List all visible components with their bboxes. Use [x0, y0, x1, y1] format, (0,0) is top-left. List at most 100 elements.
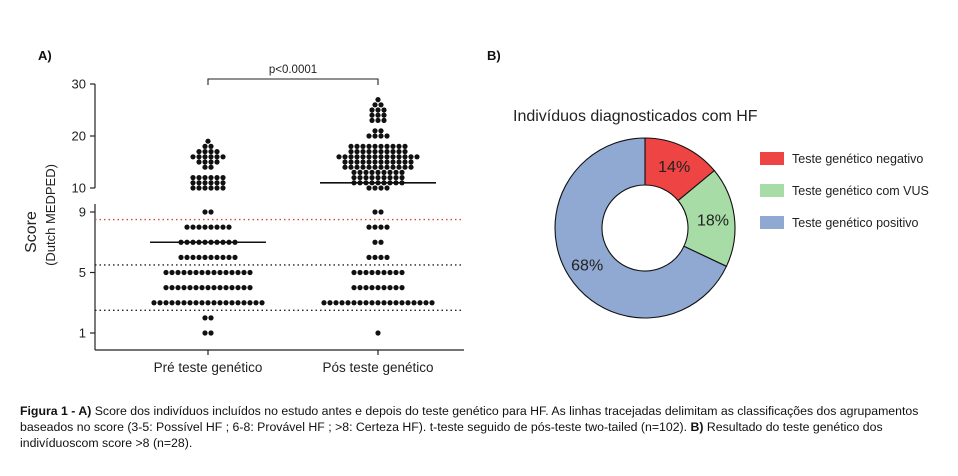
- data-point: [369, 285, 375, 291]
- data-point: [387, 300, 393, 306]
- data-point: [366, 159, 372, 165]
- data-point: [396, 149, 402, 155]
- data-point: [205, 138, 211, 144]
- data-point: [375, 107, 381, 113]
- data-point: [214, 175, 220, 181]
- data-point: [247, 300, 253, 306]
- data-point: [220, 254, 226, 260]
- data-point: [390, 159, 396, 165]
- data-point: [369, 169, 375, 175]
- y-tick-label: 9: [79, 205, 86, 220]
- data-point: [396, 164, 402, 170]
- data-point: [348, 164, 354, 170]
- data-point: [360, 164, 366, 170]
- data-point: [235, 285, 241, 291]
- data-point: [205, 269, 211, 276]
- data-point: [372, 224, 378, 230]
- data-point: [223, 269, 229, 276]
- data-point: [429, 300, 435, 306]
- data-point: [169, 269, 175, 276]
- series-group: [321, 97, 435, 336]
- data-point: [375, 300, 381, 306]
- data-point: [333, 300, 339, 306]
- data-point: [220, 185, 226, 191]
- data-point: [229, 269, 235, 276]
- data-point: [390, 143, 396, 149]
- legend-swatch: [760, 216, 784, 229]
- data-point: [366, 224, 372, 230]
- data-point: [253, 300, 259, 306]
- data-point: [175, 285, 181, 291]
- legend-swatch: [760, 152, 784, 165]
- data-point: [190, 154, 196, 160]
- data-point: [375, 175, 381, 181]
- data-point: [402, 164, 408, 170]
- data-point: [241, 269, 247, 276]
- data-point: [372, 102, 378, 108]
- data-point: [235, 300, 241, 306]
- data-point: [384, 133, 390, 139]
- data-point: [399, 285, 405, 291]
- data-point: [190, 175, 196, 181]
- data-point: [190, 185, 196, 191]
- y-tick-label: 10: [72, 181, 86, 196]
- data-point: [378, 224, 384, 230]
- data-point: [208, 164, 214, 170]
- data-point: [366, 133, 372, 139]
- data-point: [241, 300, 247, 306]
- data-point: [342, 164, 348, 170]
- data-point: [393, 169, 399, 175]
- data-point: [372, 185, 378, 191]
- data-point: [369, 107, 375, 113]
- data-point: [187, 269, 193, 276]
- donut-chart: Indivíduos diagnosticados com HF 14% Teste…: [513, 108, 929, 319]
- data-point: [336, 154, 342, 160]
- data-point: [381, 107, 387, 113]
- legend-label: Teste genético com VUS: [792, 184, 929, 198]
- data-point: [372, 164, 378, 170]
- data-point: [342, 154, 348, 160]
- data-point: [202, 180, 208, 186]
- data-point: [181, 269, 187, 276]
- data-point: [199, 300, 205, 306]
- data-point: [190, 254, 196, 260]
- data-point: [351, 300, 357, 306]
- data-point: [378, 154, 384, 160]
- data-point: [181, 285, 187, 291]
- data-point: [163, 300, 169, 306]
- y-tick-label: 5: [79, 265, 86, 280]
- data-point: [202, 149, 208, 155]
- data-point: [378, 164, 384, 170]
- data-point: [366, 149, 372, 155]
- data-point: [372, 149, 378, 155]
- data-point: [163, 285, 169, 291]
- caption-a-label: A): [78, 404, 92, 418]
- data-point: [193, 300, 199, 306]
- data-point: [417, 300, 423, 306]
- data-point: [214, 185, 220, 191]
- data-point: [363, 285, 369, 291]
- data-point: [214, 254, 220, 260]
- data-point: [202, 330, 208, 336]
- data-point: [202, 175, 208, 181]
- data-point: [208, 315, 214, 321]
- data-point: [357, 285, 363, 291]
- data-point: [190, 224, 196, 230]
- data-point: [241, 285, 247, 291]
- data-point: [357, 169, 363, 175]
- data-point: [220, 224, 226, 230]
- data-point: [196, 254, 202, 260]
- data-point: [208, 185, 214, 191]
- data-point: [226, 254, 232, 260]
- data-point: [378, 209, 384, 215]
- data-point: [411, 300, 417, 306]
- legend-label: Teste genético positivo: [792, 216, 919, 230]
- data-point: [381, 175, 387, 181]
- data-point: [378, 159, 384, 165]
- data-point: [414, 154, 420, 160]
- data-point: [384, 185, 390, 191]
- data-point: [196, 175, 202, 181]
- data-point: [202, 224, 208, 230]
- data-point: [202, 154, 208, 160]
- data-point: [205, 300, 211, 306]
